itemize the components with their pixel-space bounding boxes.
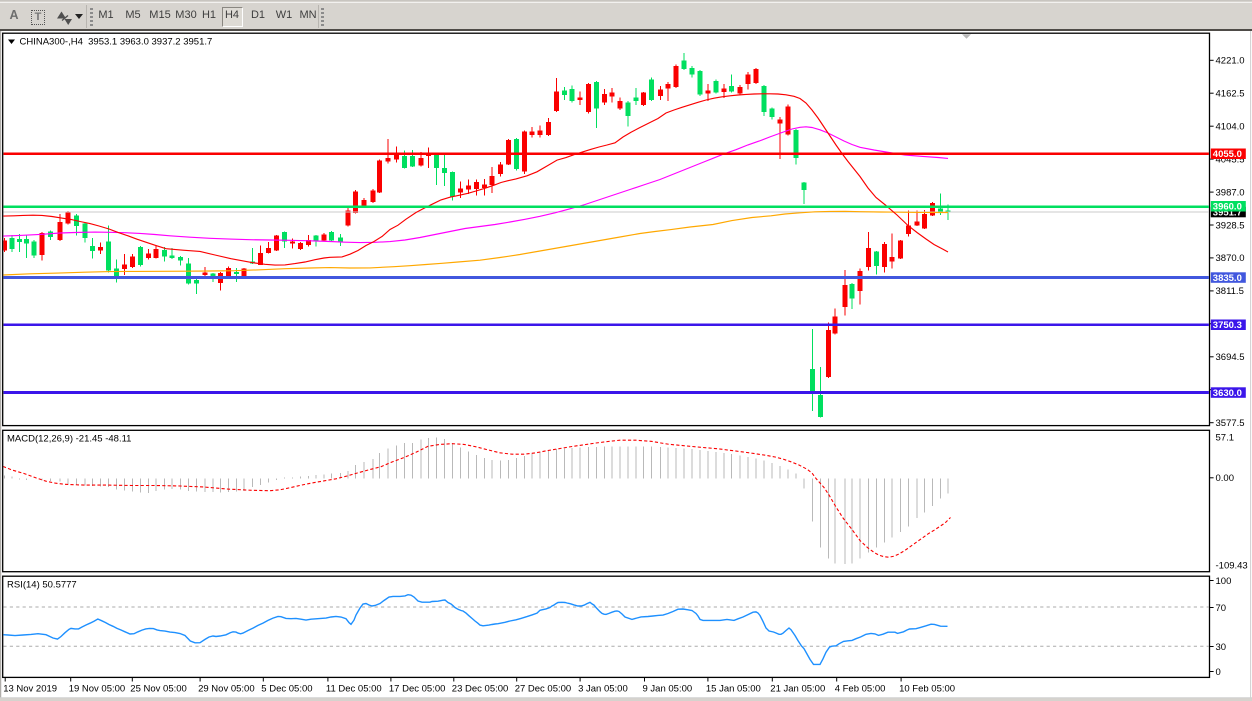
svg-text:13 Nov 2019: 13 Nov 2019 xyxy=(3,684,57,695)
svg-text:MACD(12,26,9) -21.45 -48.11: MACD(12,26,9) -21.45 -48.11 xyxy=(7,434,131,445)
svg-text:27 Dec 05:00: 27 Dec 05:00 xyxy=(515,684,572,695)
svg-text:25 Nov 05:00: 25 Nov 05:00 xyxy=(130,684,187,695)
svg-text:3694.5: 3694.5 xyxy=(1216,352,1245,363)
svg-text:3630.0: 3630.0 xyxy=(1213,388,1242,399)
svg-text:3 Jan 05:00: 3 Jan 05:00 xyxy=(578,684,628,695)
svg-text:-109.43: -109.43 xyxy=(1216,561,1248,572)
svg-text:4162.5: 4162.5 xyxy=(1216,89,1245,100)
svg-text:3870.0: 3870.0 xyxy=(1216,253,1245,264)
svg-text:9 Jan 05:00: 9 Jan 05:00 xyxy=(643,684,693,695)
svg-text:21 Jan 05:00: 21 Jan 05:00 xyxy=(770,684,825,695)
svg-text:3928.5: 3928.5 xyxy=(1216,220,1245,231)
svg-text:30: 30 xyxy=(1216,642,1227,653)
svg-text:100: 100 xyxy=(1216,576,1232,587)
svg-text:57.1: 57.1 xyxy=(1216,432,1235,443)
svg-text:4104.0: 4104.0 xyxy=(1216,122,1245,133)
svg-text:0: 0 xyxy=(1216,667,1221,678)
svg-text:29 Nov 05:00: 29 Nov 05:00 xyxy=(198,684,255,695)
svg-text:70: 70 xyxy=(1216,603,1227,614)
svg-text:0.00: 0.00 xyxy=(1216,473,1235,484)
svg-text:19 Nov 05:00: 19 Nov 05:00 xyxy=(69,684,126,695)
svg-text:11 Dec 05:00: 11 Dec 05:00 xyxy=(326,684,382,695)
svg-text:3577.5: 3577.5 xyxy=(1216,418,1245,429)
svg-text:15 Jan 05:00: 15 Jan 05:00 xyxy=(706,684,761,695)
svg-text:23 Dec 05:00: 23 Dec 05:00 xyxy=(452,684,509,695)
svg-text:4221.0: 4221.0 xyxy=(1216,56,1245,67)
svg-text:10 Feb 05:00: 10 Feb 05:00 xyxy=(899,684,955,695)
svg-text:3951.7: 3951.7 xyxy=(1213,208,1242,219)
svg-text:4045.5: 4045.5 xyxy=(1216,154,1245,165)
svg-text:CHINA300-,H4 3953.1 3963.0 39: CHINA300-,H4 3953.1 3963.0 3937.2 3951.7 xyxy=(20,36,213,47)
svg-text:3960.0: 3960.0 xyxy=(1213,202,1242,213)
svg-text:RSI(14) 50.5777: RSI(14) 50.5777 xyxy=(7,580,77,591)
svg-text:3987.0: 3987.0 xyxy=(1216,187,1245,198)
svg-text:3811.5: 3811.5 xyxy=(1216,286,1244,297)
svg-text:17 Dec 05:00: 17 Dec 05:00 xyxy=(389,684,446,695)
svg-text:5 Dec 05:00: 5 Dec 05:00 xyxy=(261,684,312,695)
svg-text:3750.3: 3750.3 xyxy=(1213,320,1242,331)
svg-text:4055.0: 4055.0 xyxy=(1213,149,1242,160)
svg-text:3835.0: 3835.0 xyxy=(1213,273,1242,284)
svg-text:4 Feb 05:00: 4 Feb 05:00 xyxy=(835,684,886,695)
